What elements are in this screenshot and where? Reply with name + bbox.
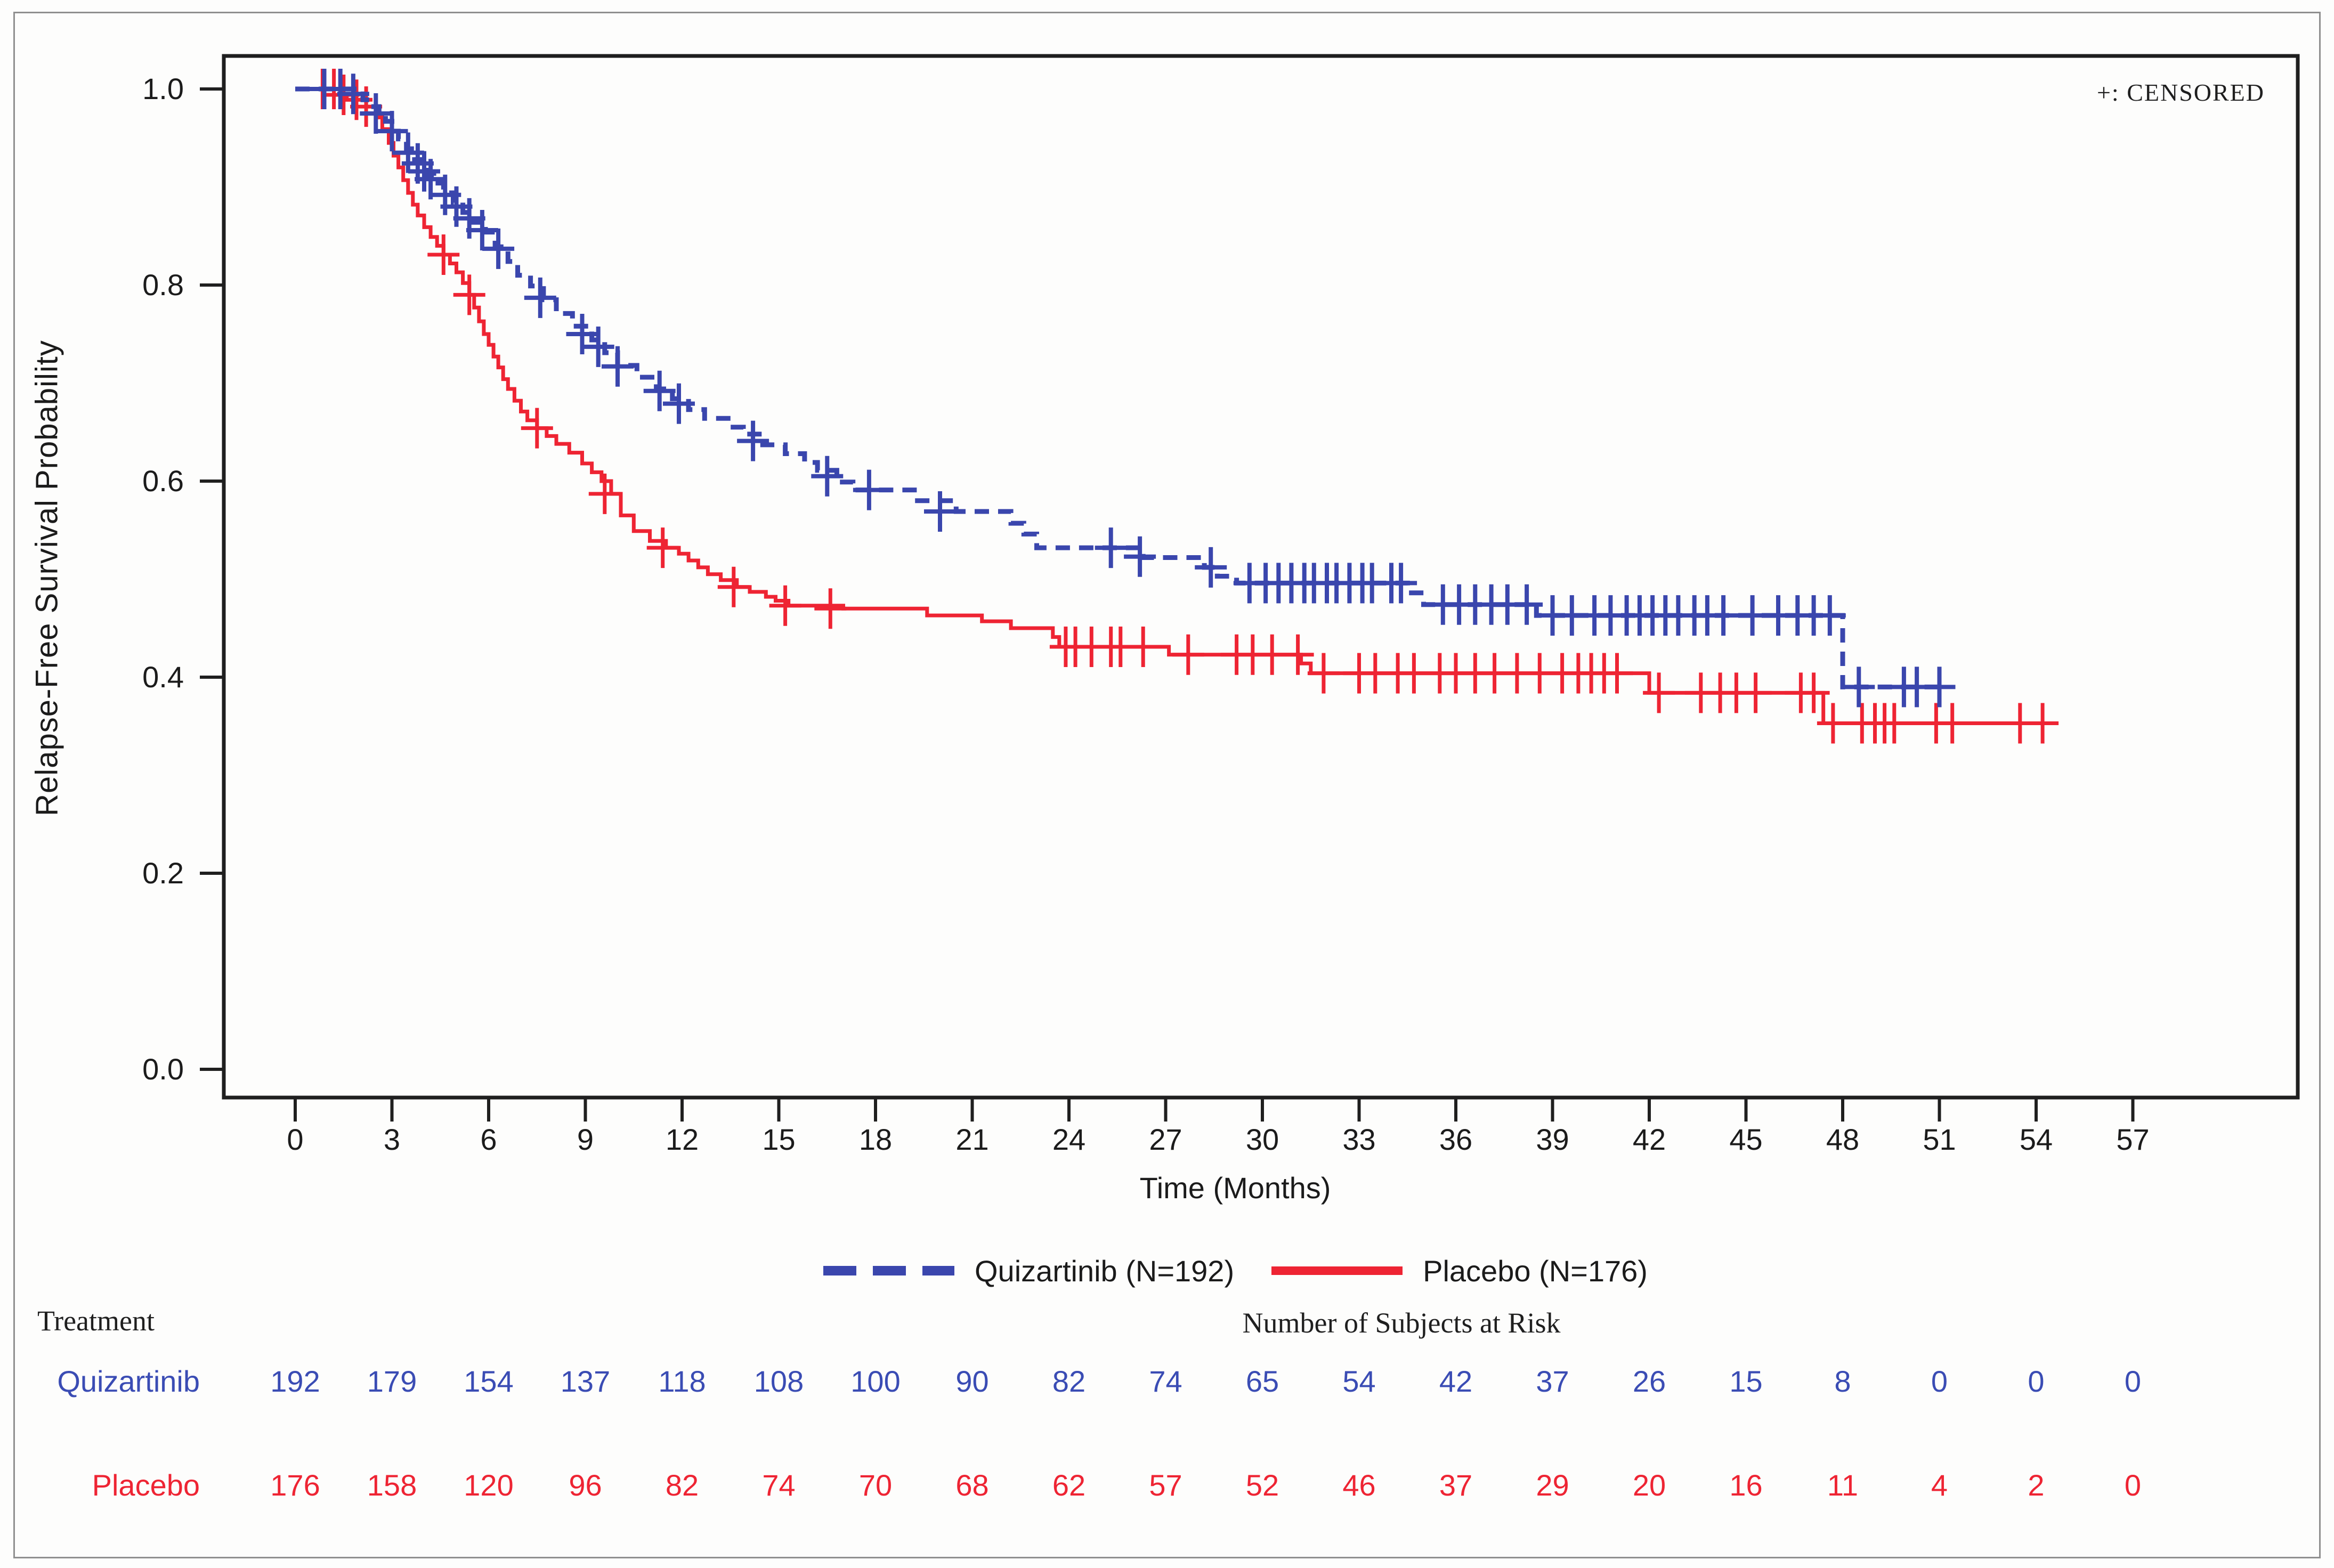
x-tick-label: 3 [383, 1123, 401, 1156]
risk-count: 90 [955, 1364, 989, 1398]
risk-row-label-placebo: Placebo [92, 1468, 200, 1502]
risk-count: 2 [2028, 1468, 2045, 1502]
x-tick-label: 51 [1923, 1123, 1956, 1156]
legend-item-placebo: Placebo (N=176) [1271, 1254, 1648, 1288]
risk-count: 37 [1439, 1468, 1473, 1502]
y-tick-label: 0.6 [142, 464, 184, 498]
plot-frame [222, 54, 2300, 1100]
risk-count: 0 [2124, 1364, 2142, 1398]
y-tick-label: 1.0 [142, 72, 184, 105]
x-tick-label: 0 [287, 1123, 304, 1156]
x-tick-label: 6 [480, 1123, 497, 1156]
risk-count: 96 [569, 1468, 602, 1502]
x-tick-label: 24 [1052, 1123, 1086, 1156]
censored-legend-note: +: CENSORED [2096, 79, 2265, 106]
y-tick-label: 0.2 [142, 856, 184, 890]
risk-count: 46 [1342, 1468, 1376, 1502]
x-tick-label: 15 [762, 1123, 796, 1156]
risk-count: 42 [1439, 1364, 1473, 1398]
risk-count: 82 [1052, 1364, 1086, 1398]
quizartinib-dashed-line-sample [823, 1266, 954, 1275]
y-tick-label: 0.8 [142, 268, 184, 302]
y-axis-title: Relapse-Free Survival Probability [29, 340, 64, 816]
x-tick-label: 54 [2019, 1123, 2053, 1156]
risk-row-quizartinib: Quizartinib 192 179 154 137 118 108 100 90 82 74 65… [0, 1364, 2334, 1401]
risk-count: 37 [1536, 1364, 1569, 1398]
risk-count: 62 [1052, 1468, 1086, 1502]
censor-marks-placebo [306, 69, 2059, 744]
risk-count: 0 [2124, 1468, 2142, 1502]
legend-label-quizartinib: Quizartinib (N=192) [975, 1254, 1235, 1288]
risk-count: 65 [1245, 1364, 1279, 1398]
risk-row-label-quizartinib: Quizartinib [57, 1364, 200, 1398]
risk-row-placebo: Placebo 176 158 120 96 82 74 70 68 62 57 52 46 37 29 20… [0, 1468, 2334, 1505]
y-tick-label: 0.0 [142, 1052, 184, 1086]
x-tick-label: 45 [1729, 1123, 1763, 1156]
survival-curve-quizartinib [295, 86, 1946, 689]
risk-count: 54 [1342, 1364, 1376, 1398]
x-tick-label: 18 [858, 1123, 893, 1156]
censor-marks-quizartinib [308, 69, 1956, 708]
risk-count: 154 [464, 1364, 514, 1398]
risk-count: 192 [270, 1364, 320, 1398]
legend-item-quizartinib: Quizartinib (N=192) [823, 1254, 1234, 1288]
legend-label-placebo: Placebo (N=176) [1423, 1254, 1648, 1288]
x-tick-label: 12 [665, 1123, 699, 1156]
risk-count: 74 [1149, 1364, 1182, 1398]
risk-count: 11 [1827, 1468, 1859, 1502]
risk-count: 137 [560, 1364, 611, 1398]
x-tick-label: 21 [955, 1123, 989, 1156]
risk-count: 15 [1729, 1364, 1763, 1398]
risk-count: 26 [1632, 1364, 1666, 1398]
risk-count: 4 [1931, 1468, 1948, 1502]
risk-count: 0 [1931, 1364, 1948, 1398]
risk-table-title: Number of Subjects at Risk [1242, 1307, 1561, 1339]
risk-count: 70 [858, 1468, 893, 1502]
risk-count: 120 [464, 1468, 514, 1502]
risk-count: 20 [1632, 1468, 1666, 1502]
x-tick-label: 48 [1826, 1123, 1860, 1156]
risk-count: 16 [1729, 1468, 1763, 1502]
survival-curve-placebo [295, 87, 2046, 725]
risk-count: 52 [1245, 1468, 1279, 1502]
x-tick-label: 9 [577, 1123, 594, 1156]
risk-count: 57 [1149, 1468, 1182, 1502]
risk-count: 74 [762, 1468, 796, 1502]
series-legend: Quizartinib (N=192) Placebo (N=176) [823, 1249, 1648, 1292]
x-tick-label: 33 [1342, 1123, 1376, 1156]
x-tick-label: 27 [1149, 1123, 1182, 1156]
placebo-solid-line-sample [1271, 1266, 1403, 1275]
x-tick-label: 42 [1632, 1123, 1666, 1156]
risk-count: 82 [665, 1468, 699, 1502]
x-tick-label: 39 [1536, 1123, 1569, 1156]
risk-table-treatment-header: Treatment [37, 1305, 155, 1337]
risk-count: 0 [2028, 1364, 2045, 1398]
risk-count: 158 [367, 1468, 417, 1502]
risk-count: 68 [955, 1468, 989, 1502]
risk-count: 179 [367, 1364, 417, 1398]
risk-count: 29 [1536, 1468, 1569, 1502]
risk-count: 176 [270, 1468, 320, 1502]
risk-count: 8 [1834, 1364, 1851, 1398]
x-tick-label: 36 [1439, 1123, 1473, 1156]
y-tick-label: 0.4 [142, 660, 184, 694]
risk-count: 108 [753, 1364, 804, 1398]
x-tick-label: 57 [2116, 1123, 2150, 1156]
x-tick-label: 30 [1245, 1123, 1279, 1156]
risk-count: 100 [850, 1364, 901, 1398]
risk-count: 118 [658, 1364, 706, 1398]
x-axis-title: Time (Months) [1139, 1171, 1331, 1205]
